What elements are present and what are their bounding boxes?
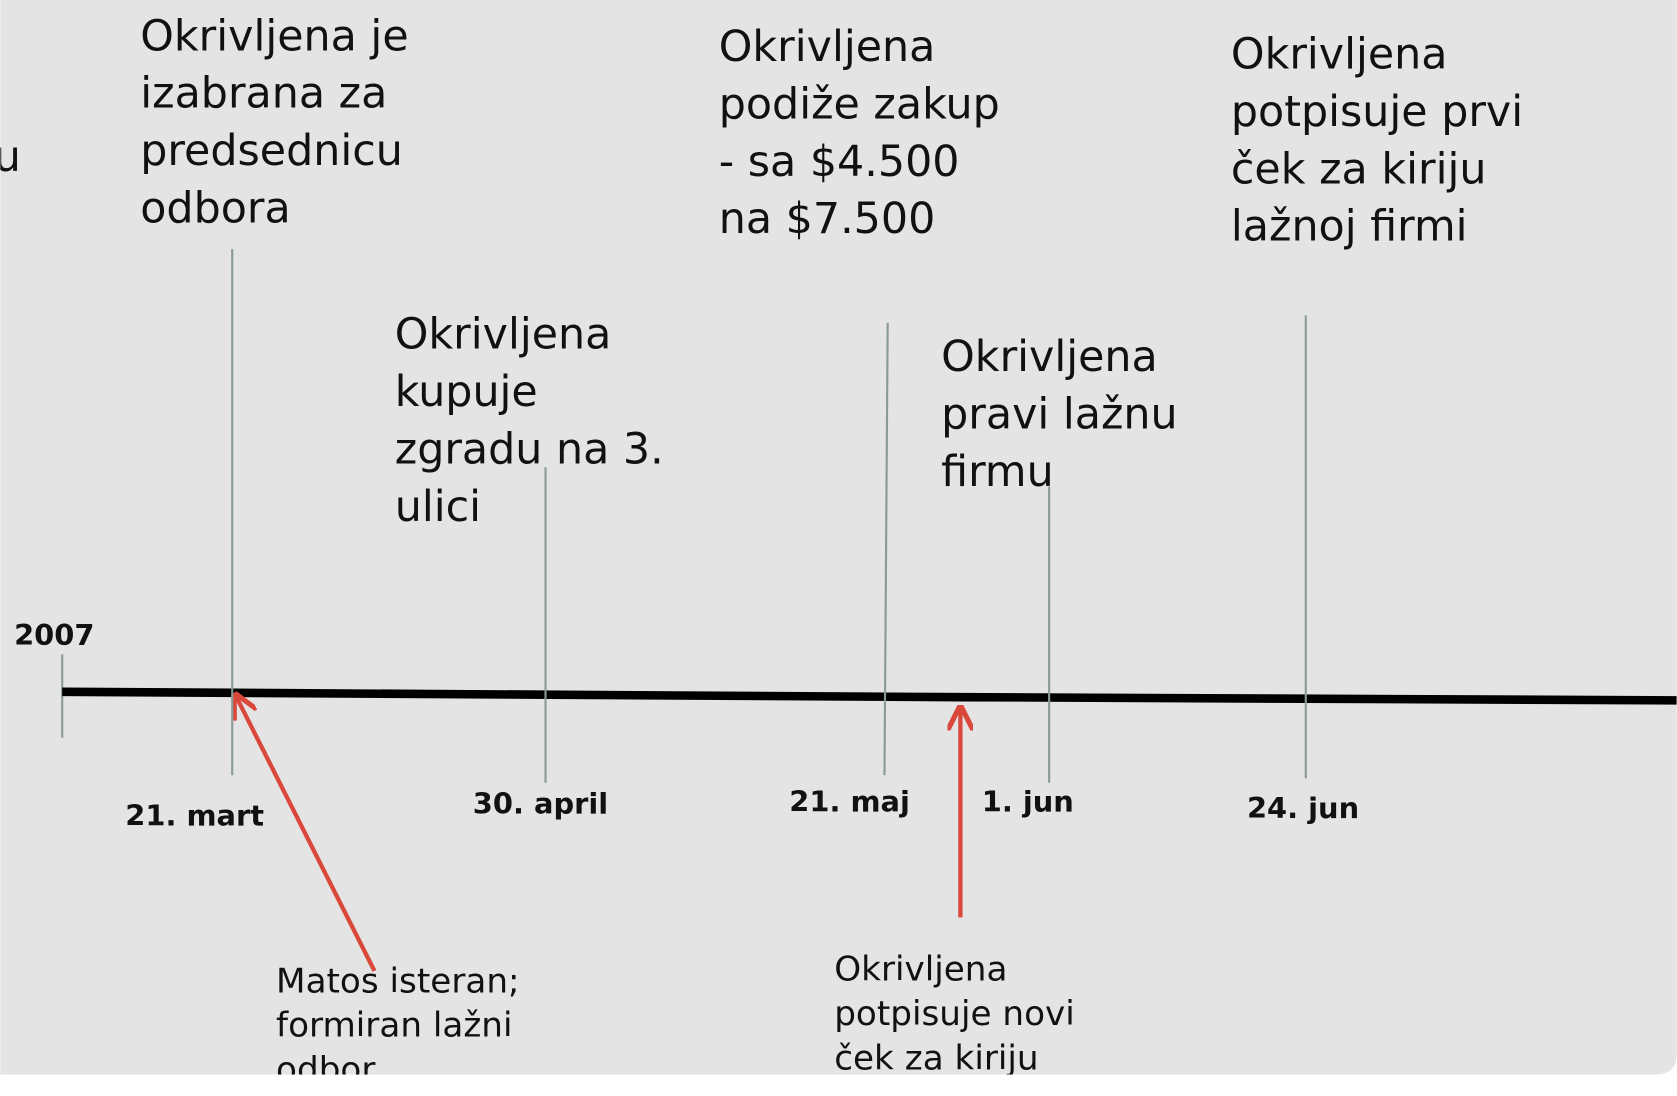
event-text: ček za kiriju xyxy=(1231,144,1487,194)
event-text: na $7.500 xyxy=(719,194,936,244)
event-text: pravi lažnu xyxy=(941,389,1177,439)
event-text: kupuje xyxy=(395,367,538,417)
event-text: odbora xyxy=(140,184,290,234)
event-text: Okrivljena je xyxy=(140,11,408,61)
note-text: (sebi) xyxy=(834,1083,931,1096)
timeline-axis xyxy=(62,687,1677,705)
event-text: Okrivljena xyxy=(1231,29,1448,79)
event-text: podiže zakup xyxy=(719,79,1000,129)
note-text: odbor xyxy=(276,1050,376,1090)
event-text: potpisuje prvi xyxy=(1231,87,1523,137)
event-text: firmu xyxy=(941,447,1054,497)
date-label: 24. jun xyxy=(1247,791,1359,825)
note-text: formiran lažni xyxy=(276,1006,512,1046)
event-text: predsednicu xyxy=(140,126,403,176)
note-text: potpisuje novi xyxy=(834,994,1075,1034)
note-text: Okrivljena xyxy=(834,950,1007,990)
year-label: 2007 xyxy=(14,618,94,652)
event-text: zgradu na 3. xyxy=(395,424,664,474)
event-text: Okrivljena xyxy=(395,310,612,360)
event-text: Okrivljena xyxy=(719,22,936,72)
arrow xyxy=(237,697,377,972)
note-text: Matos isteran; xyxy=(276,961,519,1001)
note-text: ček za kiriju xyxy=(834,1038,1038,1078)
event-text: lažnoj firmi xyxy=(1231,202,1468,252)
date-label: 21. mart xyxy=(125,798,264,832)
date-label: 30. april xyxy=(473,787,608,821)
edge-text: u xyxy=(0,132,21,182)
event-text: Okrivljena xyxy=(941,332,1158,382)
date-label: 21. maj xyxy=(789,785,910,819)
event-text: - sa $4.500 xyxy=(719,137,960,187)
date-label: 1. jun xyxy=(982,785,1074,819)
event-text: ulici xyxy=(395,482,481,532)
event-stem xyxy=(883,322,889,776)
event-text: izabrana za xyxy=(140,69,387,119)
